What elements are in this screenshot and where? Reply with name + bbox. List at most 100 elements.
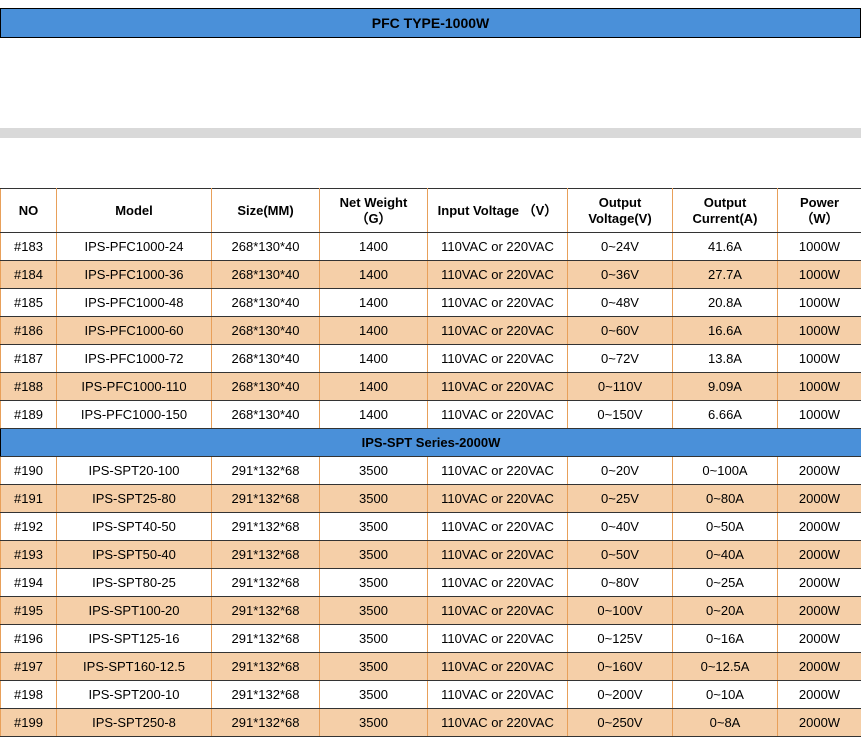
- cell-power: 1000W: [778, 345, 861, 373]
- cell-power: 1000W: [778, 233, 861, 261]
- cell-model: IPS-SPT40-50: [57, 513, 212, 541]
- cell-out_c: 13.8A: [673, 345, 778, 373]
- cell-power: 2000W: [778, 681, 861, 709]
- col-header-out_c: OutputCurrent(A): [673, 189, 778, 233]
- cell-model: IPS-SPT50-40: [57, 541, 212, 569]
- cell-out_v: 0~200V: [568, 681, 673, 709]
- cell-size: 268*130*40: [212, 233, 320, 261]
- cell-power: 1000W: [778, 261, 861, 289]
- cell-out_c: 0~20A: [673, 597, 778, 625]
- col-header-no: NO: [1, 189, 57, 233]
- cell-size: 291*132*68: [212, 457, 320, 485]
- cell-out_c: 0~12.5A: [673, 653, 778, 681]
- cell-weight: 3500: [320, 485, 428, 513]
- cell-no: #186: [1, 317, 57, 345]
- cell-size: 291*132*68: [212, 569, 320, 597]
- cell-out_c: 16.6A: [673, 317, 778, 345]
- cell-out_v: 0~160V: [568, 653, 673, 681]
- cell-input_v: 110VAC or 220VAC: [428, 513, 568, 541]
- gray-divider: [0, 128, 861, 138]
- cell-model: IPS-PFC1000-72: [57, 345, 212, 373]
- cell-model: IPS-SPT80-25: [57, 569, 212, 597]
- cell-weight: 3500: [320, 569, 428, 597]
- cell-model: IPS-PFC1000-24: [57, 233, 212, 261]
- cell-weight: 3500: [320, 541, 428, 569]
- cell-power: 1000W: [778, 401, 861, 429]
- cell-out_v: 0~25V: [568, 485, 673, 513]
- table-row: #192IPS-SPT40-50291*132*683500110VAC or …: [1, 513, 861, 541]
- cell-out_v: 0~20V: [568, 457, 673, 485]
- cell-no: #199: [1, 709, 57, 737]
- cell-weight: 3500: [320, 653, 428, 681]
- cell-no: #198: [1, 681, 57, 709]
- cell-out_c: 0~10A: [673, 681, 778, 709]
- cell-out_c: 0~25A: [673, 569, 778, 597]
- cell-no: #189: [1, 401, 57, 429]
- cell-out_v: 0~40V: [568, 513, 673, 541]
- cell-no: #187: [1, 345, 57, 373]
- cell-power: 1000W: [778, 289, 861, 317]
- cell-out_c: 0~50A: [673, 513, 778, 541]
- cell-power: 1000W: [778, 317, 861, 345]
- cell-no: #197: [1, 653, 57, 681]
- cell-out_v: 0~250V: [568, 709, 673, 737]
- table-body: #183IPS-PFC1000-24268*130*401400110VAC o…: [1, 233, 861, 737]
- cell-size: 268*130*40: [212, 345, 320, 373]
- cell-model: IPS-SPT20-100: [57, 457, 212, 485]
- cell-weight: 1400: [320, 289, 428, 317]
- table-row: #195IPS-SPT100-20291*132*683500110VAC or…: [1, 597, 861, 625]
- col-header-weight: Net Weight（G）: [320, 189, 428, 233]
- table-row: #190IPS-SPT20-100291*132*683500110VAC or…: [1, 457, 861, 485]
- col-header-power: Power（W）: [778, 189, 861, 233]
- cell-no: #191: [1, 485, 57, 513]
- cell-input_v: 110VAC or 220VAC: [428, 569, 568, 597]
- cell-model: IPS-SPT125-16: [57, 625, 212, 653]
- cell-input_v: 110VAC or 220VAC: [428, 541, 568, 569]
- cell-out_v: 0~24V: [568, 233, 673, 261]
- cell-weight: 3500: [320, 681, 428, 709]
- cell-weight: 1400: [320, 261, 428, 289]
- cell-weight: 3500: [320, 513, 428, 541]
- cell-input_v: 110VAC or 220VAC: [428, 485, 568, 513]
- table-row: #184IPS-PFC1000-36268*130*401400110VAC o…: [1, 261, 861, 289]
- cell-input_v: 110VAC or 220VAC: [428, 625, 568, 653]
- cell-model: IPS-PFC1000-60: [57, 317, 212, 345]
- cell-model: IPS-SPT160-12.5: [57, 653, 212, 681]
- cell-out_c: 41.6A: [673, 233, 778, 261]
- cell-power: 2000W: [778, 513, 861, 541]
- table-row: #193IPS-SPT50-40291*132*683500110VAC or …: [1, 541, 861, 569]
- cell-input_v: 110VAC or 220VAC: [428, 401, 568, 429]
- cell-no: #184: [1, 261, 57, 289]
- cell-input_v: 110VAC or 220VAC: [428, 373, 568, 401]
- cell-size: 268*130*40: [212, 373, 320, 401]
- cell-size: 268*130*40: [212, 289, 320, 317]
- cell-size: 268*130*40: [212, 401, 320, 429]
- cell-input_v: 110VAC or 220VAC: [428, 345, 568, 373]
- cell-no: #194: [1, 569, 57, 597]
- cell-power: 2000W: [778, 625, 861, 653]
- cell-size: 291*132*68: [212, 513, 320, 541]
- cell-power: 2000W: [778, 597, 861, 625]
- cell-weight: 1400: [320, 401, 428, 429]
- spec-table: NOModelSize(MM)Net Weight（G）Input Voltag…: [0, 188, 861, 737]
- cell-model: IPS-PFC1000-110: [57, 373, 212, 401]
- cell-power: 1000W: [778, 373, 861, 401]
- cell-weight: 1400: [320, 373, 428, 401]
- cell-power: 2000W: [778, 485, 861, 513]
- cell-no: #185: [1, 289, 57, 317]
- cell-size: 291*132*68: [212, 541, 320, 569]
- cell-no: #183: [1, 233, 57, 261]
- spacer-top: [0, 38, 861, 128]
- table-row: #188IPS-PFC1000-110268*130*401400110VAC …: [1, 373, 861, 401]
- cell-model: IPS-PFC1000-36: [57, 261, 212, 289]
- cell-out_c: 27.7A: [673, 261, 778, 289]
- col-header-model: Model: [57, 189, 212, 233]
- cell-out_c: 6.66A: [673, 401, 778, 429]
- cell-model: IPS-SPT200-10: [57, 681, 212, 709]
- table-row: #191IPS-SPT25-80291*132*683500110VAC or …: [1, 485, 861, 513]
- cell-no: #192: [1, 513, 57, 541]
- table-row: #186IPS-PFC1000-60268*130*401400110VAC o…: [1, 317, 861, 345]
- cell-power: 2000W: [778, 569, 861, 597]
- cell-size: 291*132*68: [212, 597, 320, 625]
- cell-out_c: 0~80A: [673, 485, 778, 513]
